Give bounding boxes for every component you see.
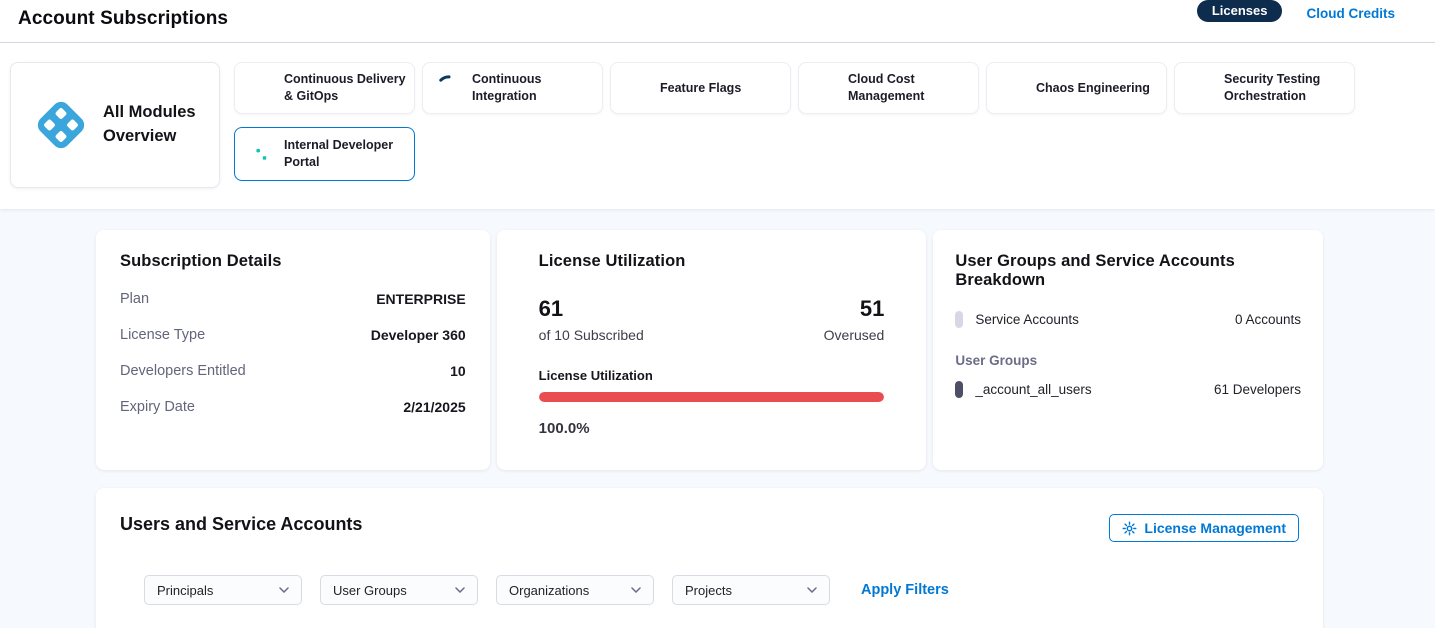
filter-dropdown-principals[interactable]: Principals xyxy=(144,575,302,605)
breakdown-title: User Groups and Service Accounts Breakdo… xyxy=(955,252,1235,289)
filters-row: Principals User Groups Organizations Pro… xyxy=(120,575,1299,605)
detail-value: Developer 360 xyxy=(370,327,466,343)
user-group-row: _account_all_users 61 Developers xyxy=(955,381,1301,398)
overused-block: 51 Overused xyxy=(824,296,885,343)
internal-developer-portal-icon xyxy=(248,141,274,167)
detail-label: Developers Entitled xyxy=(120,363,246,379)
module-card-label: Internal Developer Portal xyxy=(284,138,394,169)
subscription-detail-row: Developers Entitled 10 xyxy=(120,363,466,379)
overused-caption: Overused xyxy=(823,327,885,343)
detail-label: Plan xyxy=(120,291,150,307)
module-card-label: Continuous Integration xyxy=(472,72,542,103)
filter-dropdown-label: User Groups xyxy=(333,582,407,598)
detail-value: 2/21/2025 xyxy=(403,399,466,415)
user-group-name: _account_all_users xyxy=(975,382,1092,397)
all-modules-overview-label: All Modules Overview xyxy=(103,103,196,145)
filter-dropdown-projects[interactable]: Projects xyxy=(672,575,830,605)
subscription-detail-row: Plan ENTERPRISE xyxy=(120,291,466,307)
utilization-percent: 100.0% xyxy=(538,420,590,437)
module-grid: Continuous Delivery & GitOps Continuous … xyxy=(234,62,1359,181)
module-card-ff[interactable]: Feature Flags xyxy=(610,62,791,114)
module-card-sto[interactable]: Security Testing Orchestration xyxy=(1174,62,1355,114)
subscription-details-card: Subscription Details Plan ENTERPRISE Lic… xyxy=(96,230,490,470)
modules-strip: All Modules Overview Continuous Delivery… xyxy=(0,43,1435,209)
filter-dropdown-label: Organizations xyxy=(509,582,590,598)
subscribed-block: 61 of 10 Subscribed xyxy=(539,296,644,343)
main-content: Subscription Details Plan ENTERPRISE Lic… xyxy=(0,209,1435,628)
subscription-rows: Plan ENTERPRISE License Type Developer 3… xyxy=(120,291,466,415)
service-accounts-value: 0 Accounts xyxy=(1234,312,1302,327)
user-groups-heading: User Groups xyxy=(955,353,1038,368)
all-modules-icon xyxy=(33,97,89,153)
svg-text:$: $ xyxy=(821,84,828,96)
utilization-bar-track xyxy=(538,392,885,402)
filter-dropdown-label: Principals xyxy=(157,582,214,598)
chevron-down-icon xyxy=(631,587,641,593)
breakdown-card: User Groups and Service Accounts Breakdo… xyxy=(933,230,1324,470)
filter-dropdowns: Principals User Groups Organizations Pro… xyxy=(144,575,830,605)
continuous-delivery-icon xyxy=(248,75,274,101)
detail-value: ENTERPRISE xyxy=(376,291,466,307)
chevron-down-icon xyxy=(279,587,289,593)
chevron-down-icon xyxy=(455,587,465,593)
service-accounts-marker xyxy=(955,311,964,328)
license-management-button[interactable]: License Management xyxy=(1109,514,1299,542)
detail-label: License Type xyxy=(120,327,206,343)
license-management-label: License Management xyxy=(1144,520,1286,536)
module-card-label: Security Testing Orchestration xyxy=(1224,72,1321,103)
users-section-title: Users and Service Accounts xyxy=(120,514,363,534)
header-tabs: Licenses Cloud Credits xyxy=(1196,0,1395,23)
page-header: Account Subscriptions Licenses Cloud Cre… xyxy=(0,0,1435,43)
module-card-label: Cloud Cost Management xyxy=(848,72,925,103)
chaos-engineering-icon xyxy=(1000,75,1026,101)
service-accounts-row: Service Accounts 0 Accounts xyxy=(955,311,1301,328)
license-utilization-card: License Utilization 61 of 10 Subscribed … xyxy=(496,230,927,470)
subscribed-count: 61 xyxy=(538,296,564,321)
continuous-integration-icon xyxy=(436,75,462,101)
subscription-detail-row: License Type Developer 360 xyxy=(120,327,466,343)
apply-filters-link[interactable]: Apply Filters xyxy=(861,582,949,598)
gear-icon xyxy=(1122,521,1137,535)
licenses-tab[interactable]: Licenses xyxy=(1196,0,1283,23)
summary-cards-row: Subscription Details Plan ENTERPRISE Lic… xyxy=(96,230,1324,470)
detail-label: Expiry Date xyxy=(120,399,195,415)
users-card-header: Users and Service Accounts License Manag… xyxy=(120,514,1299,542)
detail-value: 10 xyxy=(450,363,466,379)
module-card-label: Chaos Engineering xyxy=(1036,80,1150,95)
module-card-ccm[interactable]: $ Cloud Cost Management xyxy=(798,62,979,114)
user-group-marker xyxy=(955,381,964,398)
user-group-value: 61 Developers xyxy=(1213,382,1302,397)
module-card-label: Continuous Delivery & GitOps xyxy=(284,72,406,103)
license-utilization-title: License Utilization xyxy=(538,252,686,270)
users-service-accounts-card: Users and Service Accounts License Manag… xyxy=(96,488,1323,628)
feature-flags-icon xyxy=(624,75,650,101)
module-card-ce[interactable]: Chaos Engineering xyxy=(986,62,1167,114)
all-modules-overview-card[interactable]: All Modules Overview xyxy=(10,62,220,188)
filter-dropdown-user-groups[interactable]: User Groups xyxy=(320,575,478,605)
subscription-details-title: Subscription Details xyxy=(120,252,282,270)
utilization-bar-label: License Utilization xyxy=(538,368,653,383)
subscribed-caption: of 10 Subscribed xyxy=(538,327,644,343)
module-card-label: Feature Flags xyxy=(660,80,742,95)
utilization-numbers: 61 of 10 Subscribed 51 Overused xyxy=(539,296,885,343)
utilization-bar-fill xyxy=(538,392,885,402)
filter-dropdown-label: Projects xyxy=(685,582,732,598)
subscription-detail-row: Expiry Date 2/21/2025 xyxy=(120,399,466,415)
cloud-credits-tab[interactable]: Cloud Credits xyxy=(1306,5,1395,21)
page-title: Account Subscriptions xyxy=(18,8,229,29)
chevron-down-icon xyxy=(807,587,817,593)
overused-count: 51 xyxy=(859,296,885,321)
module-card-cd[interactable]: Continuous Delivery & GitOps xyxy=(234,62,415,114)
security-testing-icon xyxy=(1188,75,1214,101)
cloud-cost-icon: $ xyxy=(812,75,838,101)
module-card-ci[interactable]: Continuous Integration xyxy=(422,62,603,114)
filter-dropdown-organizations[interactable]: Organizations xyxy=(496,575,654,605)
module-card-idp[interactable]: Internal Developer Portal xyxy=(234,127,415,181)
service-accounts-label: Service Accounts xyxy=(975,312,1079,327)
